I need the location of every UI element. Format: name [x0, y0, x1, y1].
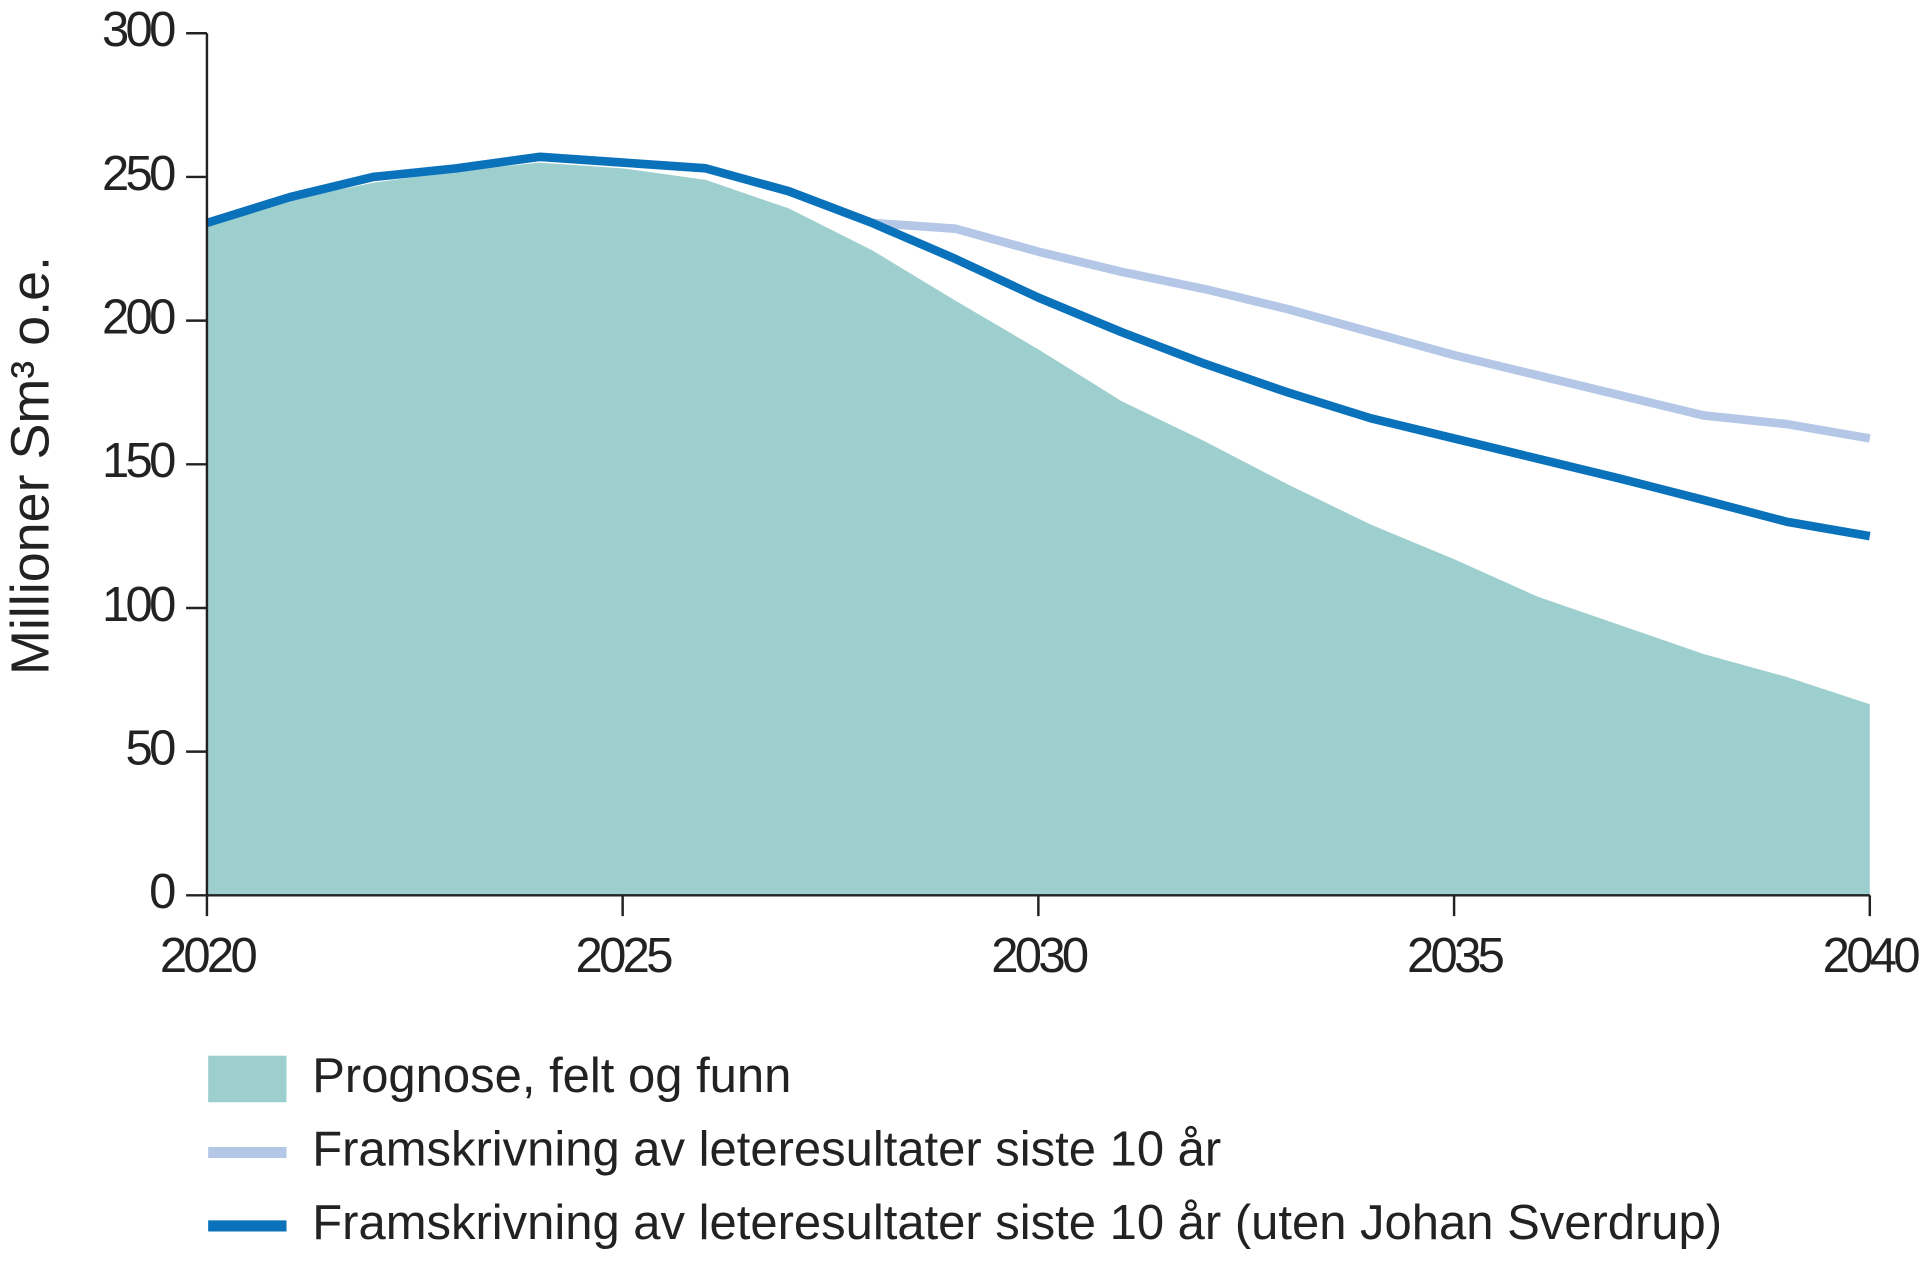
legend-label: Framskrivning av leteresultater siste 10… — [312, 1196, 1722, 1250]
y-tick-label: 50 — [126, 722, 176, 776]
legend-label: Prognose, felt og funn — [312, 1049, 791, 1103]
x-tick-label: 2040 — [1823, 929, 1920, 983]
y-tick-label: 200 — [102, 291, 175, 345]
y-tick-label: 100 — [102, 578, 175, 632]
y-tick-label: 250 — [102, 147, 175, 201]
legend-swatch — [208, 1055, 287, 1103]
x-tick-label: 2030 — [991, 929, 1088, 983]
legend-label: Framskrivning av leteresultater siste 10… — [312, 1122, 1221, 1176]
y-tick-label: 300 — [102, 3, 175, 57]
area — [206, 162, 1870, 896]
y-tick-label: 0 — [149, 865, 175, 919]
x-tick-label: 2025 — [576, 929, 673, 983]
x-tick-label: 2035 — [1407, 929, 1504, 983]
y-axis-label: Millioner Sm³ o.e. — [1, 256, 61, 675]
line — [205, 152, 1871, 541]
y-tick-label: 150 — [102, 434, 175, 488]
x-tick-label: 2020 — [160, 929, 257, 983]
